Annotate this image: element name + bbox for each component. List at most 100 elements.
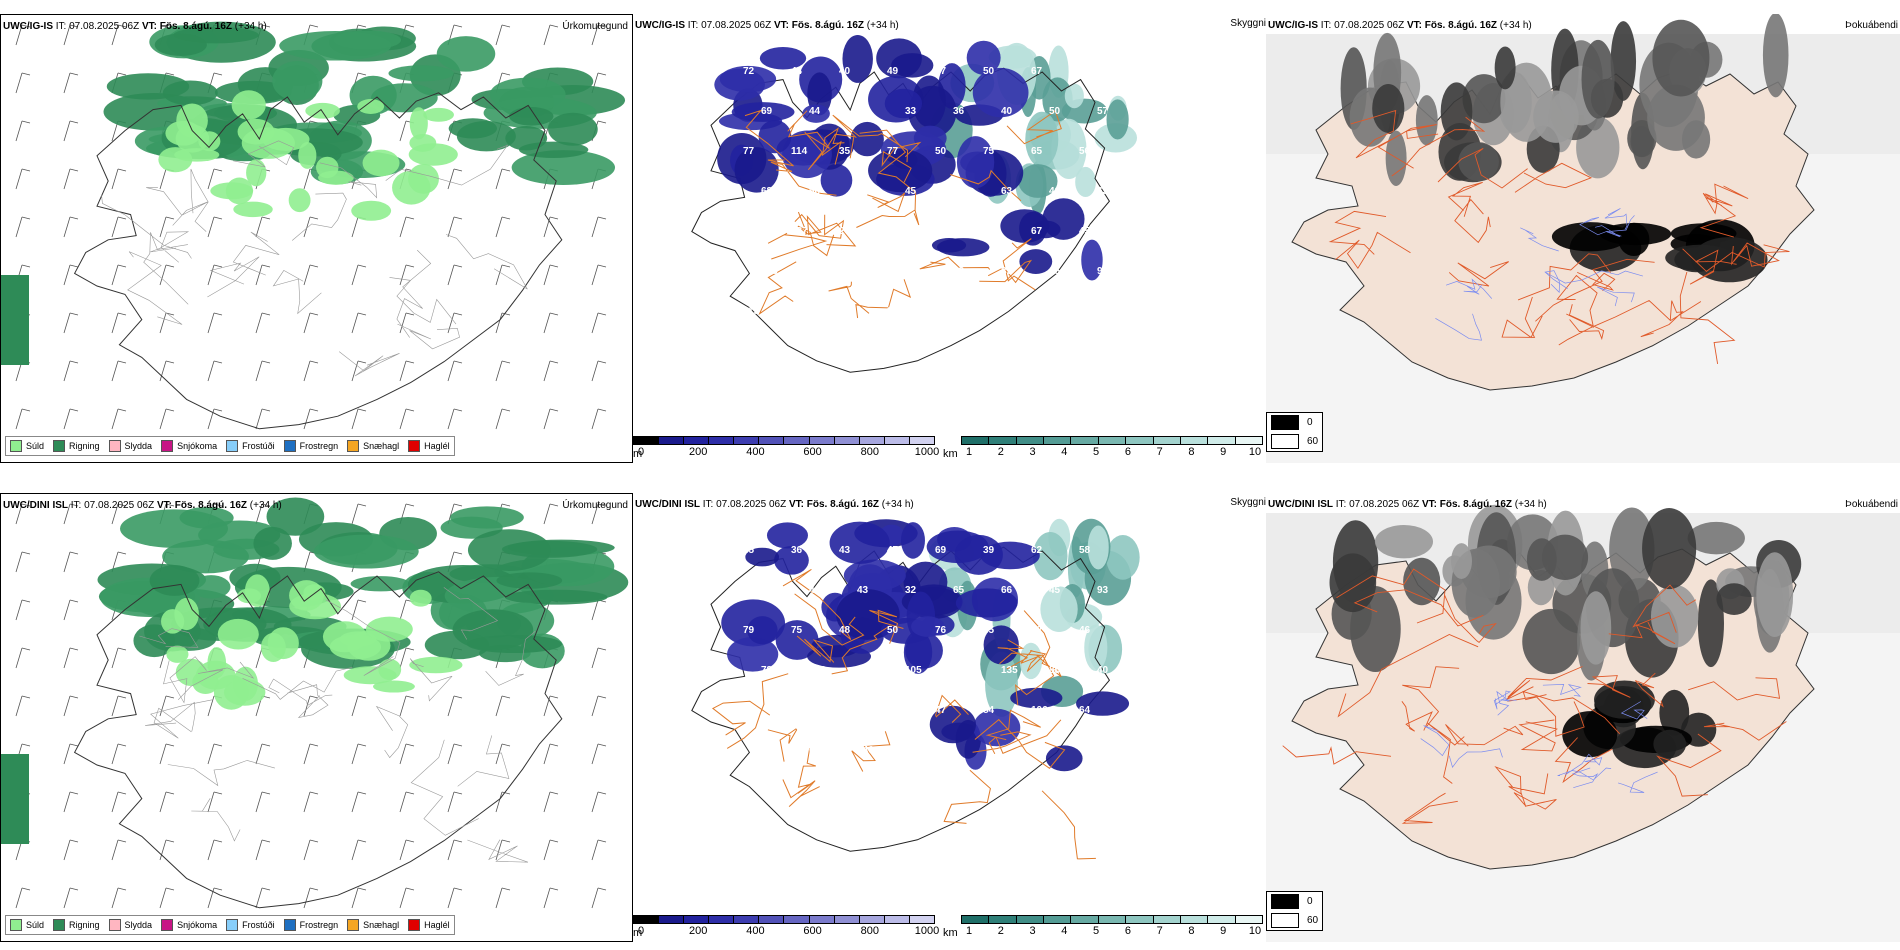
visibility-unit: km [943, 448, 958, 460]
precip-legend-item: Haglél [408, 440, 450, 452]
colorbar-swatch [1207, 915, 1235, 924]
colorbar-swatch [1125, 915, 1153, 924]
fog-legend-label: 60 [1307, 915, 1319, 926]
panel-header: UWC/DINI ISL IT: 07.08.2025 06Z VT: Fös.… [635, 499, 914, 510]
cloud-base-value-label: 37 [935, 66, 947, 77]
cloud-base-value-label: 36 [953, 106, 965, 117]
colorbar-swatch [1015, 436, 1044, 445]
cloud-base-value-label: 78 [857, 266, 869, 277]
cloud-base-value-label: 36 [791, 545, 803, 556]
cloud-base-value-label: 114 [791, 146, 808, 157]
precip-legend-item: Frostregn [283, 440, 339, 452]
colorbar-swatch [833, 436, 859, 445]
colorbar-swatch [733, 915, 759, 924]
cloud-base-value-label: 71 [905, 266, 917, 277]
legend-swatch [408, 919, 421, 931]
cloud-base-value-label: 79 [743, 625, 755, 636]
colorbar-swatch [988, 915, 1016, 924]
legend-label: Frostúði [242, 441, 275, 451]
legend-label: Súld [26, 920, 45, 930]
cloud-base-value-label: 84 [983, 705, 995, 716]
colorbar-tick: 7 [1156, 446, 1163, 458]
cloud-base-value-label: 49 [809, 266, 821, 277]
cloud-base-visibility-map: 72 44 40 49 37 50 67 37 69 44 36 33 36 40 50 57 77 114 35 7… [691, 34, 1138, 373]
colorbar-swatch [961, 915, 989, 924]
legend-label: Frostregn [299, 441, 339, 451]
cloud-base-value-label: 263 [839, 226, 856, 237]
colorbar-swatch [1234, 915, 1263, 924]
colorbar-tick: 400 [746, 446, 765, 458]
precip-type-map [1, 497, 629, 909]
cloud-base-value-label: 85 [1049, 665, 1061, 676]
cloud-base-value-label: 75 [791, 625, 803, 636]
colorbar-tick: 6 [1124, 446, 1131, 458]
cloud-base-value-label: 67 [1031, 66, 1043, 77]
precip-legend-item: Frostúði [226, 440, 275, 452]
cloud-base-value-label: 32 [905, 585, 917, 596]
cloud-base-value-label: 47 [887, 545, 899, 556]
colorbar-swatch [683, 436, 709, 445]
colorbar-tick: 5 [1093, 446, 1100, 458]
cloud-base-value-label: 106 [1031, 705, 1048, 716]
cloud-base-value-label: 70 [935, 306, 947, 317]
cloud-base-value-label: 51 [857, 665, 869, 676]
colorbar-swatch [808, 436, 834, 445]
legend-label: Slydda [124, 441, 153, 451]
legend-label: Snæhagl [363, 920, 400, 930]
colorbar-tick: 8 [1188, 446, 1195, 458]
panel-header: UWC/IG-IS IT: 07.08.2025 06Z VT: Fös. 8.… [3, 21, 267, 32]
cloud-base-visibility-map: 45 36 43 47 69 39 62 58 74 44 43 32 65 66 45 93 79 75 48 50… [691, 518, 1140, 860]
cloud-base-value-label: 45 [1079, 226, 1091, 237]
cloud-visibility-panel-row1: 72 44 40 49 37 50 67 37 69 44 36 33 36 40 50 57 77 114 35 7… [633, 14, 1266, 463]
precip-legend-item: Snæhagl [347, 919, 399, 931]
colorbar-tick: 8 [1188, 925, 1195, 937]
cloud-base-value-label: 40 [1097, 665, 1109, 676]
cloud-base-value-label: 61 [983, 226, 995, 237]
panel-header: UWC/IG-IS IT: 07.08.2025 06Z VT: Fös. 8.… [635, 20, 899, 31]
precip-legend-item: Slydda [108, 440, 153, 452]
fog-legend-swatch [1271, 894, 1299, 909]
colorbar-swatch [858, 915, 884, 924]
legend-swatch [53, 919, 66, 931]
cloud-base-value-label: 44 [791, 66, 803, 77]
cloud-base-value-label: 50 [887, 625, 899, 636]
colorbar-swatch [783, 436, 809, 445]
cloud-base-value-label: 33 [905, 106, 917, 117]
cloud-base-value-label: 35 [887, 306, 899, 317]
cloud-base-value-label: 66 [1001, 585, 1013, 596]
fog-legend-label: 0 [1307, 417, 1313, 428]
cloud-base-value-label: 108 [809, 665, 826, 676]
colorbar-swatch [1015, 915, 1044, 924]
colorbar-tick: 400 [746, 925, 765, 937]
cloud-base-value-label: 76 [935, 625, 947, 636]
precip-legend-item: Rigning [53, 919, 100, 931]
colorbar-tick: 200 [689, 446, 708, 458]
cloud-base-value-label: 63 [1001, 186, 1013, 197]
colorbar-tick: 6 [1124, 925, 1131, 937]
cloud-base-value-label: 69 [935, 545, 947, 556]
legend-label: Rigning [69, 441, 100, 451]
colorbar-tick: 0 [637, 446, 645, 458]
legend-swatch [226, 919, 239, 931]
cloud-base-value-label: 32 [953, 266, 965, 277]
fog-legend-row: 60 [1267, 432, 1322, 451]
colorbar-swatch [1097, 915, 1126, 924]
precip-legend-item: Súld [10, 919, 44, 931]
cloud-base-value-label: 77 [743, 146, 755, 157]
cloud-base-value-label: 45 [905, 186, 917, 197]
precip-legend-item: Snjókoma [161, 440, 217, 452]
panel-header: UWC/IG-IS IT: 07.08.2025 06Z VT: Fös. 8.… [1268, 20, 1532, 31]
colorbar-swatch [883, 436, 909, 445]
precip-type-panel-row2: UWC/DINI ISL IT: 07.08.2025 06Z VT: Fös.… [0, 493, 633, 942]
cloud-base-value-label: 66 [809, 186, 821, 197]
cloud-base-unit: m [633, 448, 643, 460]
cloud-base-colorbar: 0 200 400 600 800 1000 [633, 436, 939, 459]
fog-legend-label: 0 [1307, 896, 1313, 907]
cloud-base-value-label: 75 [983, 146, 995, 157]
visibility-unit: km [943, 927, 958, 939]
colorbar-swatch [1179, 436, 1208, 445]
cloud-base-value-label: 41 [791, 705, 803, 716]
cloud-base-value-label: 287 [791, 226, 808, 237]
precip-legend: Súld Rigning Slydda Snjókoma Frostúði Frostre… [5, 915, 455, 935]
precip-type-map [1, 21, 626, 430]
